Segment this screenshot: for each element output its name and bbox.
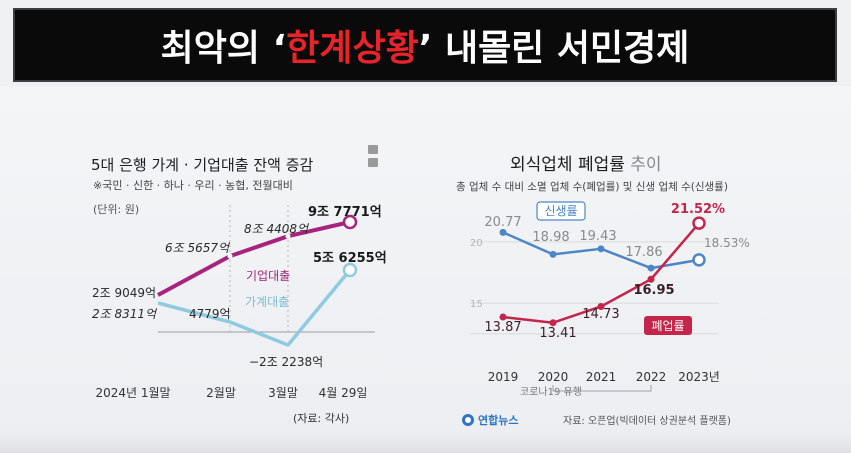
point-marker-corporate [227,253,233,259]
y-tick-label: 20 [470,238,483,249]
data-label-startup: 18.98 [532,230,569,245]
x-tick-label: 3월말 [268,386,298,400]
data-label-corporate: 2조 9049억 [92,286,156,300]
data-label-closure: 21.52% [671,202,725,217]
left-chart-source: (자료: 각사) [293,412,349,425]
content-background [0,86,851,453]
headline-suffix: ’ 내몰린 서민경제 [418,28,690,69]
right-chart-source: 자료: 오픈업(빅데이터 상권분석 플랫폼) [563,414,731,427]
point-marker [597,245,605,253]
x-tick-label: 4월 29일 [319,386,368,400]
data-label-corporate: 6조 5657억 [165,241,231,255]
data-label-corporate: 9조 7771억 [308,205,382,220]
data-label-household: 4779억 [189,307,231,321]
svg-text:외식업체 폐업률 추이: 외식업체 폐업률 추이 [510,155,662,175]
series-label-closure: 폐업률 [651,319,684,333]
series-endpoint-corporate [342,214,358,230]
right-chart-title-main: 외식업체 폐업률 [510,155,625,175]
footer-shade [0,432,851,453]
data-label-startup: 19.43 [579,229,616,244]
left-chart-unit: (단위: 원) [93,203,139,216]
right-chart-x-note: 코로나19 유행 [520,386,582,398]
series-endpoint [692,253,706,267]
data-label-corporate: 8조 4408억 [244,222,310,236]
logo-text: 연합뉴스 [478,413,518,427]
y-tick-label: 15 [470,299,483,310]
covid-bracket [552,385,652,392]
series-badge-startup [536,201,586,221]
data-label-closure: 14.73 [582,307,619,322]
data-label-closure: 13.41 [539,326,576,341]
yonhap-logo: 연합뉴스 [462,413,518,427]
series-label-household: 가계대출 [245,295,289,309]
data-label-startup: 18.53% [704,236,750,250]
series-label-startup: 신생률 [544,204,577,218]
headline-highlight: 한계상황 [286,28,419,69]
x-tick-label: 2023년 [678,370,720,384]
share-icon[interactable] [368,145,378,167]
point-marker [647,275,655,283]
x-tick-label: 2월말 [206,386,236,400]
x-tick-label: 2022 [636,370,667,384]
point-marker-corporate [285,233,291,239]
point-marker [549,319,557,327]
series-badge-closure [644,316,692,335]
data-label-household: −2조 2238억 [249,355,323,369]
x-tick-label: 2020 [538,370,569,384]
series-line-household [157,268,352,347]
right-chart: 20 15 2019 2020 2021 2022 2023년 20.77 18.98 19.43… [470,201,750,392]
point-marker [499,313,507,321]
right-chart-title-tail: 추이 [625,155,662,175]
left-chart-title: 5대 은행 가계 · 기업대출 잔액 증감 [91,156,314,174]
point-marker [549,250,557,258]
point-marker [499,228,507,236]
data-label-startup: 20.77 [484,215,521,230]
point-marker [597,302,605,310]
data-label-startup: 17.86 [625,245,662,260]
headline-banner: 최악의 ‘한계상황’ 내몰린 서민경제 [13,8,837,82]
left-chart-subtitle: ※국민 · 신한 · 하나 · 우리 · 농협, 전월대비 [93,178,293,192]
data-label-closure: 16.95 [633,283,674,298]
x-tick-label: 2021 [586,370,617,384]
x-tick-label: 2019 [488,370,519,384]
series-label-corporate: 기업대출 [246,269,290,283]
series-endpoint-household [342,262,358,278]
series-line-corporate [157,220,351,297]
right-chart-subtitle: 총 업체 수 대비 소멸 업체 수(폐업률) 및 신생 업체 수(신생률) [456,180,728,193]
series-endpoint [692,216,706,230]
data-label-closure: 13.87 [484,320,521,335]
data-label-household: 2조 8311억 [92,307,158,321]
x-tick-label: 2024년 1월말 [95,386,170,400]
data-label-household: 5조 6255억 [313,251,387,266]
headline-prefix: 최악의 ‘ [160,28,287,69]
point-marker [647,264,655,272]
